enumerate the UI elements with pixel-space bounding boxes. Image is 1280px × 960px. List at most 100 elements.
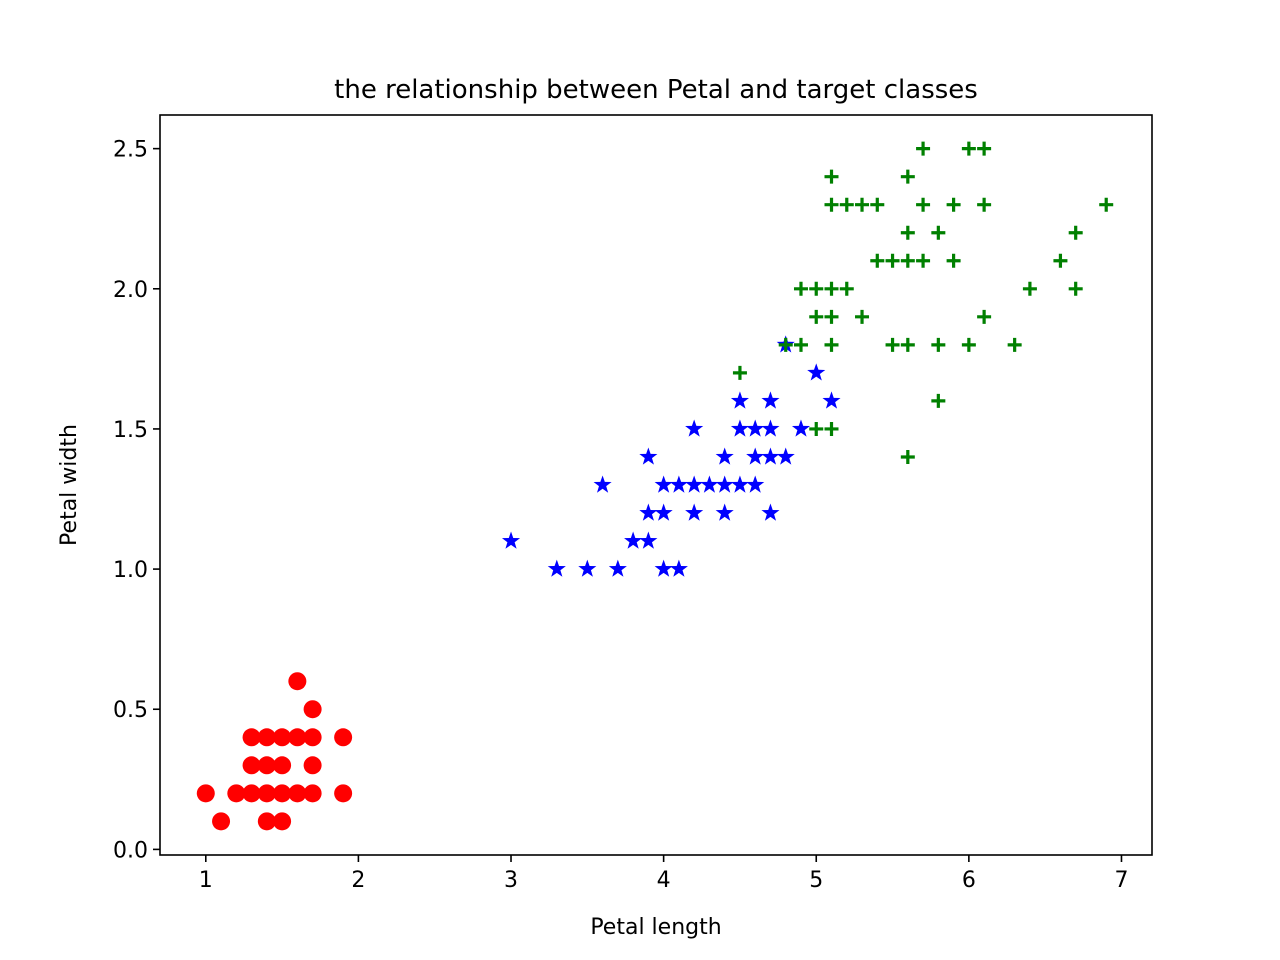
data-point-circle [227, 784, 246, 803]
data-point-star [501, 531, 521, 549]
data-point-circle [303, 700, 322, 719]
data-point-plus [824, 197, 839, 212]
data-point-plus [885, 253, 900, 268]
data-point-plus [916, 141, 931, 156]
data-point-plus [824, 281, 839, 296]
data-point-star [746, 447, 765, 465]
data-point-circle [242, 756, 261, 775]
data-point-plus [900, 225, 915, 240]
data-point-plus [931, 225, 946, 240]
x-tick-label: 5 [809, 868, 823, 893]
data-point-plus [870, 253, 885, 268]
data-point-circle [273, 784, 292, 803]
data-point-circle [288, 728, 307, 747]
data-point-plus [900, 337, 915, 352]
series-2-points [732, 141, 1114, 464]
data-point-star [746, 475, 765, 493]
data-point-plus [732, 365, 747, 380]
data-point-circle [273, 756, 292, 775]
x-tick-label: 4 [657, 868, 671, 893]
data-point-plus [824, 169, 839, 184]
data-point-circle [334, 784, 353, 803]
x-tick-label: 1 [199, 868, 213, 893]
data-point-star [624, 531, 643, 549]
data-point-star [654, 475, 673, 493]
data-point-star [654, 503, 673, 521]
data-point-plus [916, 197, 931, 212]
data-point-star [639, 447, 658, 465]
data-point-plus [900, 449, 915, 464]
data-point-star [578, 559, 597, 577]
data-point-star [730, 391, 749, 409]
data-point-star [700, 475, 719, 493]
data-point-star [639, 503, 658, 521]
data-point-star [669, 559, 688, 577]
data-point-circle [273, 728, 292, 747]
data-point-circle [257, 784, 276, 803]
data-point-plus [855, 309, 870, 324]
y-tick-label: 1.0 [113, 558, 148, 583]
data-point-plus [977, 141, 992, 156]
data-point-plus [946, 197, 961, 212]
data-point-circle [242, 784, 261, 803]
data-point-plus [900, 169, 915, 184]
plot-area-frame [159, 114, 1153, 856]
data-point-plus [809, 281, 824, 296]
data-point-plus [885, 337, 900, 352]
data-point-plus [977, 309, 992, 324]
data-point-circle [288, 784, 307, 803]
data-point-star [547, 559, 566, 577]
x-tick-label: 2 [351, 868, 365, 893]
data-point-circle [212, 812, 231, 831]
data-point-plus [824, 421, 839, 436]
data-point-plus [931, 337, 946, 352]
data-point-star [761, 503, 780, 521]
points-layer [196, 141, 1114, 831]
data-point-star [730, 475, 749, 493]
y-tick-label: 1.5 [113, 418, 148, 443]
y-tick-label: 0.5 [113, 698, 148, 723]
data-point-circle [242, 728, 261, 747]
data-point-plus [977, 197, 992, 212]
data-point-plus [916, 253, 931, 268]
data-point-star [685, 419, 704, 437]
data-point-star [639, 531, 658, 549]
y-axis: 0.0 0.5 1.0 1.5 2.0 2.5 [113, 138, 160, 863]
data-point-star [822, 391, 841, 409]
data-point-circle [303, 756, 322, 775]
y-tick-label: 2.5 [113, 138, 148, 163]
data-point-plus [793, 337, 808, 352]
x-axis: 1 2 3 4 5 6 7 [199, 855, 1128, 893]
data-point-plus [1007, 337, 1022, 352]
data-point-plus [809, 421, 824, 436]
data-point-plus [1022, 281, 1037, 296]
data-point-star [761, 391, 780, 409]
data-point-star [715, 503, 734, 521]
data-point-circle [257, 728, 276, 747]
data-point-plus [931, 393, 946, 408]
data-point-plus [778, 337, 793, 352]
data-point-star [685, 503, 704, 521]
data-point-star [715, 475, 734, 493]
data-point-plus [1053, 253, 1068, 268]
x-tick-label: 3 [504, 868, 518, 893]
data-point-plus [839, 197, 854, 212]
data-point-star [776, 447, 795, 465]
data-point-star [669, 475, 688, 493]
data-point-circle [257, 756, 276, 775]
data-point-circle [303, 784, 322, 803]
data-point-plus [1068, 225, 1083, 240]
data-point-star [761, 419, 780, 437]
series-1-points [501, 335, 841, 577]
data-point-plus [1099, 197, 1114, 212]
y-tick-label: 2.0 [113, 278, 148, 303]
data-point-circle [196, 784, 215, 803]
data-point-plus [1068, 281, 1083, 296]
data-point-plus [946, 253, 961, 268]
data-point-plus [900, 253, 915, 268]
data-point-plus [961, 141, 976, 156]
y-tick-label: 0.0 [113, 838, 148, 863]
x-axis-label: Petal length [590, 915, 721, 940]
x-tick-label: 7 [1114, 868, 1128, 893]
